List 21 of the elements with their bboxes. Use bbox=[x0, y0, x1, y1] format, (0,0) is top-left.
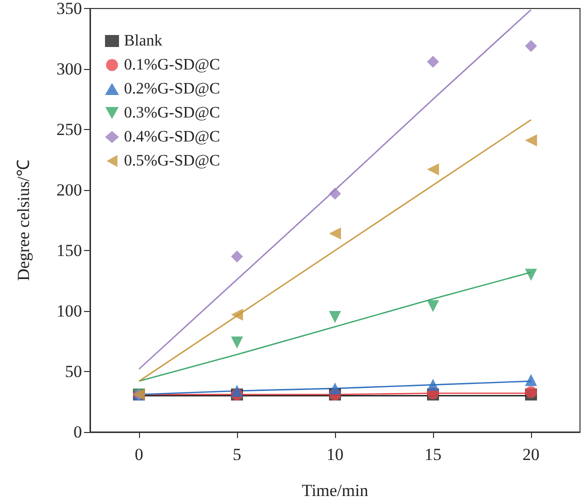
y-tick-label: 150 bbox=[56, 241, 82, 260]
y-tick-label: 100 bbox=[56, 302, 82, 320]
legend-label: 0.4%G-SD@C bbox=[124, 128, 220, 146]
x-tick-label: 5 bbox=[232, 445, 242, 464]
legend-label: 0.2%G-SD@C bbox=[124, 80, 220, 98]
x-tick-label: 20 bbox=[522, 445, 540, 464]
legend-label: 0.5%G-SD@C bbox=[124, 152, 220, 170]
legend-label: Blank bbox=[124, 32, 162, 50]
y-tick-label: 350 bbox=[56, 0, 82, 18]
y-tick-label: 50 bbox=[65, 362, 82, 381]
legend-label: 0.1%G-SD@C bbox=[124, 56, 220, 74]
y-axis-title: Degree celsius/℃ bbox=[14, 160, 33, 281]
y-tick-label: 0 bbox=[74, 422, 82, 442]
legend-label: 0.3%G-SD@C bbox=[124, 104, 220, 122]
x-axis-title: Time/min bbox=[302, 481, 369, 500]
y-tick-label: 200 bbox=[56, 180, 82, 200]
x-tick-label: 15 bbox=[424, 445, 442, 464]
x-tick-label: 0 bbox=[134, 445, 144, 464]
y-tick-label: 250 bbox=[56, 120, 82, 139]
y-tick-label: 300 bbox=[56, 60, 82, 78]
x-tick-label: 10 bbox=[326, 445, 344, 464]
